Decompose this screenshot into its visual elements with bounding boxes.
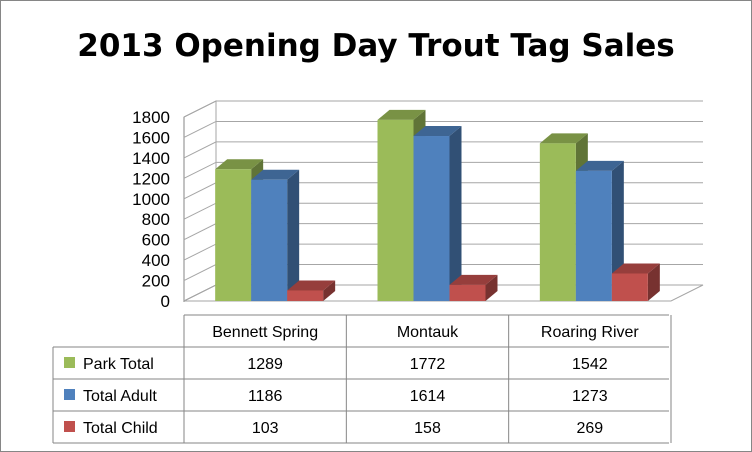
data-label: 269 [576, 420, 603, 437]
bar-top [377, 109, 426, 120]
y-tick-label: 1200 [132, 169, 170, 188]
y-tick-label: 1600 [132, 128, 170, 147]
y-tick-label: 600 [142, 231, 170, 250]
legend-key [64, 421, 75, 432]
bar-top [287, 280, 336, 291]
side-wall [183, 100, 217, 302]
legend-key [64, 389, 75, 400]
data-label: 158 [414, 420, 441, 437]
bar-total-adult [575, 160, 624, 301]
bar-top [413, 126, 462, 137]
legend-key [64, 357, 75, 368]
bar-front [575, 170, 612, 301]
bar-front [413, 136, 450, 301]
y-tick-label: 1400 [132, 149, 170, 168]
y-tick-label: 0 [161, 292, 170, 311]
chart-title: 2013 Opening Day Trout Tag Sales [77, 28, 675, 64]
bar-top [611, 263, 660, 274]
x-tick-label: Bennett Spring [212, 324, 318, 341]
bar-total-adult [251, 169, 300, 301]
bar-top [575, 160, 624, 171]
y-tick-label: 200 [142, 272, 170, 291]
gridline [183, 120, 703, 138]
gridline [183, 141, 703, 159]
data-label: 1289 [247, 356, 283, 373]
data-label: 1186 [248, 388, 283, 405]
data-label: 1273 [572, 388, 608, 405]
bar-side [449, 126, 462, 301]
legend-label: Total Child [83, 420, 158, 437]
bar-top [449, 274, 498, 285]
legend-label: Park Total [83, 356, 154, 373]
bar-front [287, 290, 324, 301]
legend-label: Total Adult [83, 388, 157, 405]
bar-front [611, 273, 648, 301]
bar-front [377, 119, 414, 302]
bar-total-child [449, 274, 498, 301]
bar-front [449, 284, 486, 301]
bar-side [647, 263, 660, 301]
bar-front [215, 169, 252, 301]
x-tick-label: Montauk [397, 324, 459, 341]
y-tick-label: 400 [142, 251, 170, 270]
x-tick-label: Roaring River [541, 324, 639, 341]
bar-front [251, 179, 288, 301]
bar-side [287, 169, 300, 301]
bar-side [611, 160, 624, 301]
data-label: 103 [252, 420, 279, 437]
bar-top [539, 133, 588, 144]
data-label: 1614 [410, 388, 446, 405]
gridline [183, 100, 703, 118]
bar-top [251, 169, 300, 180]
bar-front [539, 143, 576, 301]
bar-total-adult [413, 126, 462, 301]
data-label: 1542 [572, 356, 608, 373]
y-tick-label: 1800 [132, 108, 170, 127]
bar-side [485, 274, 498, 301]
bar-total-child [611, 263, 660, 301]
bar-total-child [287, 280, 336, 301]
bar-top [215, 159, 264, 170]
bar-side [323, 280, 336, 301]
data-label: 1772 [410, 356, 446, 373]
y-tick-label: 800 [142, 210, 170, 229]
y-tick-label: 1000 [132, 190, 170, 209]
